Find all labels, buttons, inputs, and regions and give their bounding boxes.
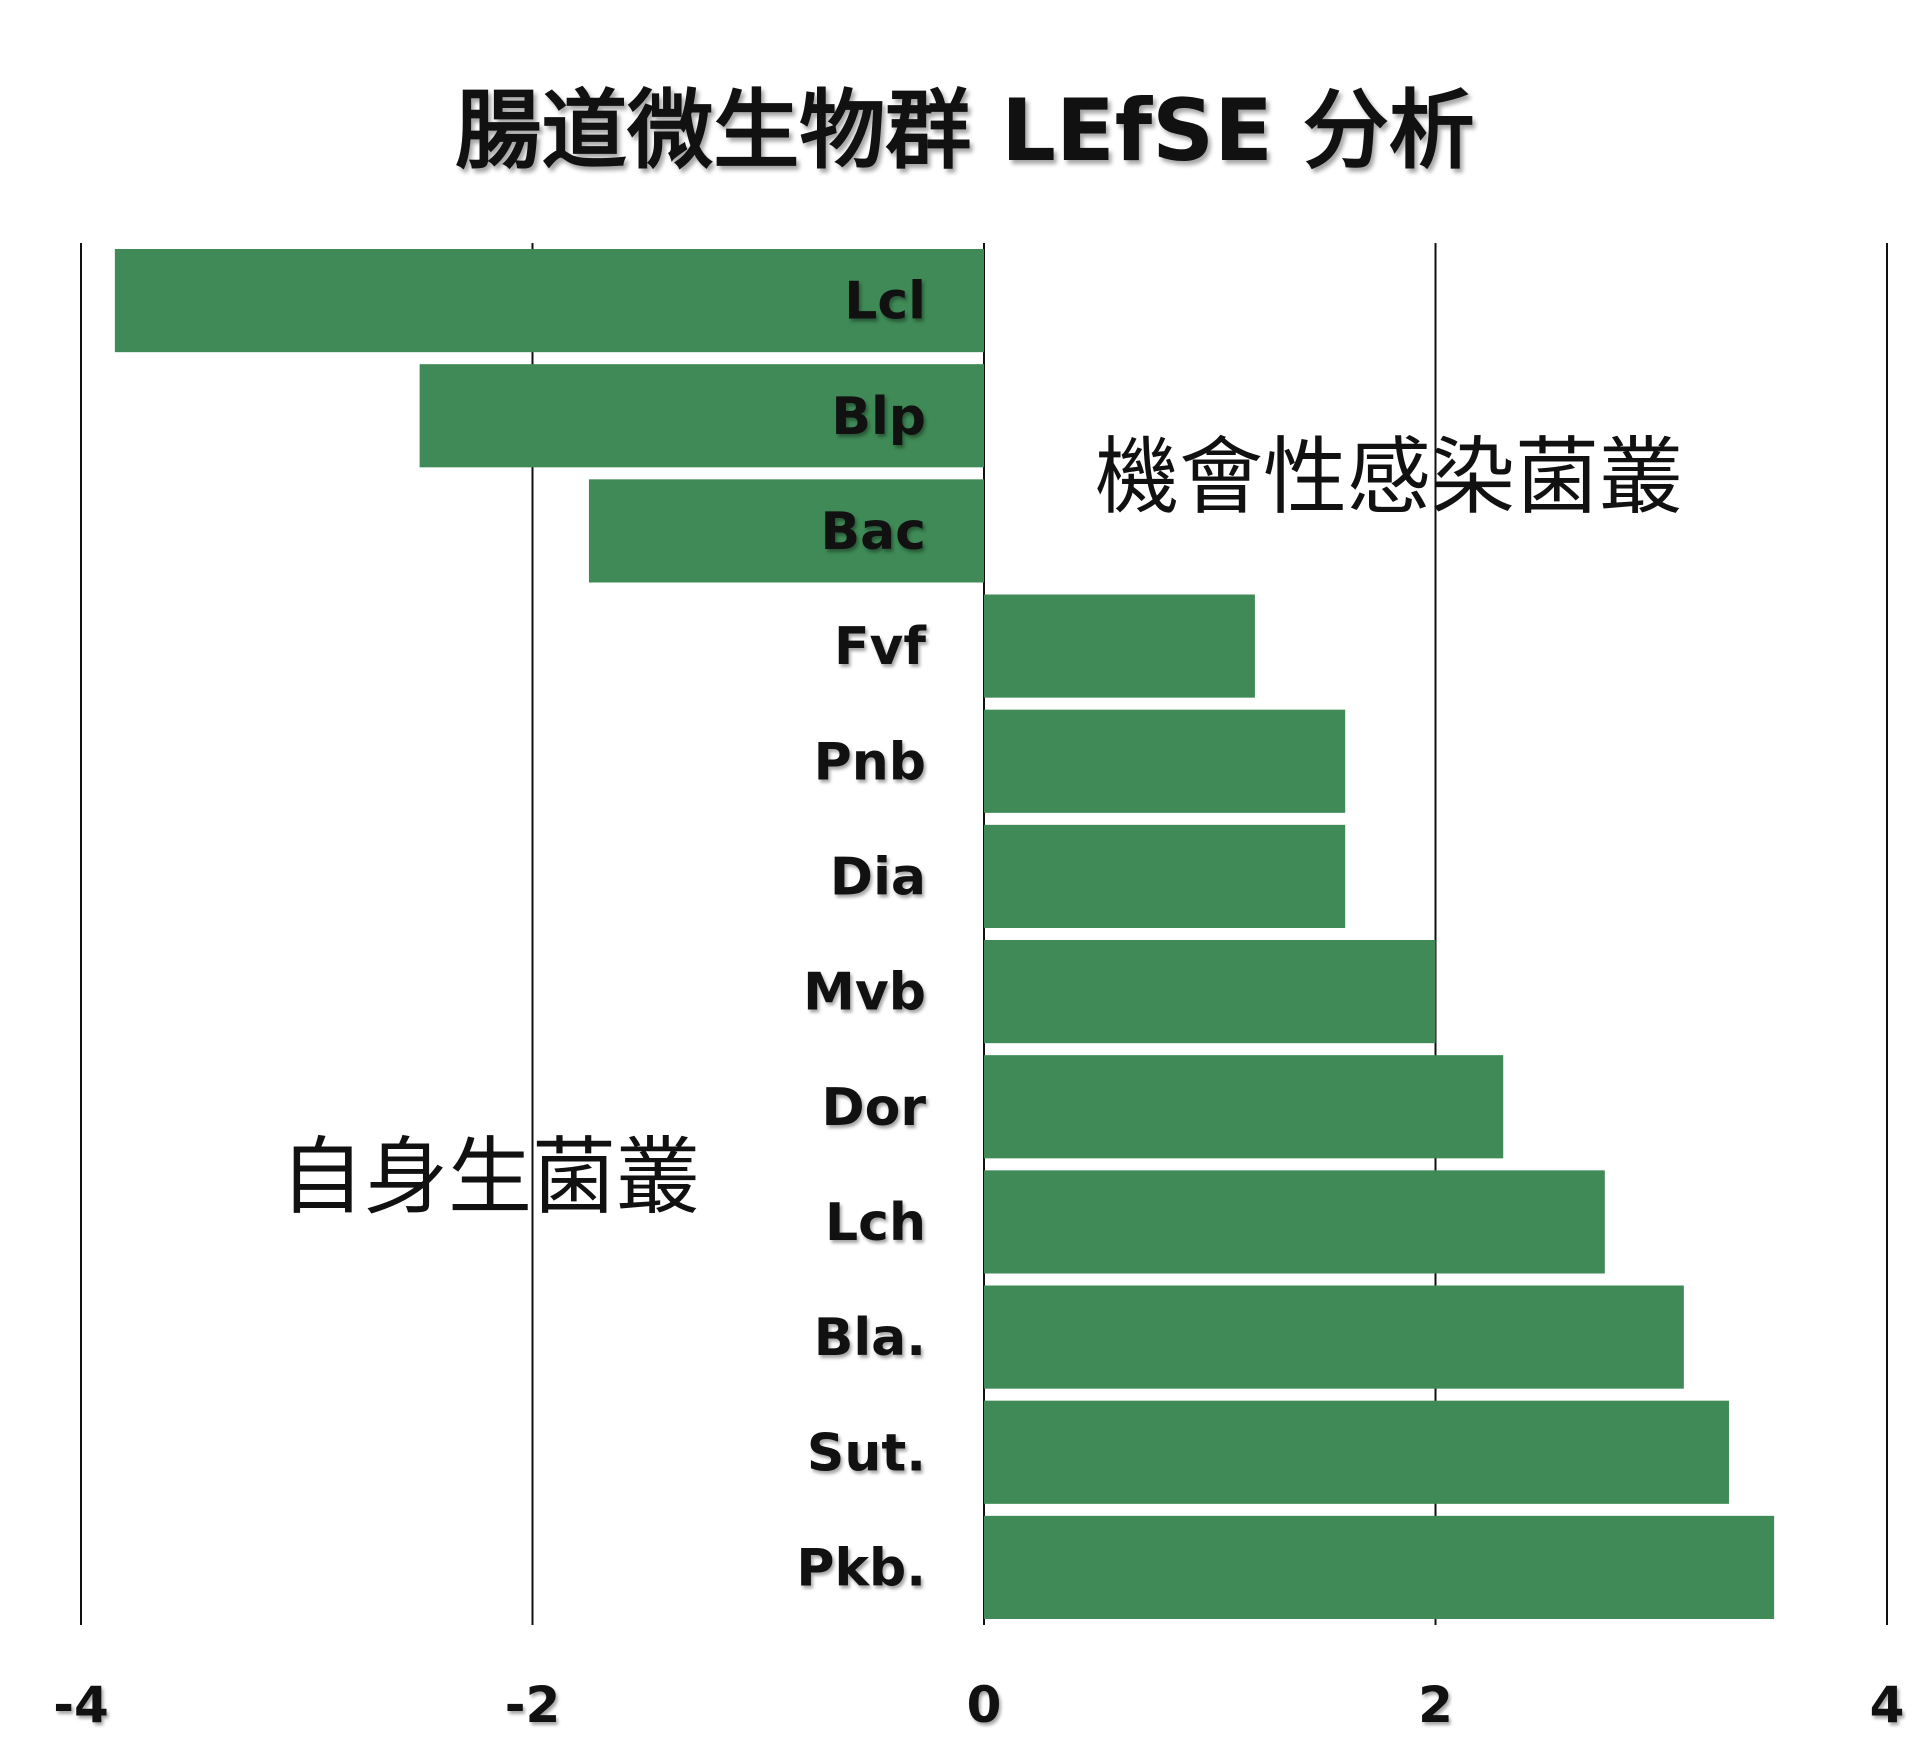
tick-labels: -4 -2 0 2 4 [53, 1676, 1904, 1734]
bar-dor [984, 1055, 1504, 1159]
bar-lch [984, 1170, 1605, 1274]
x-tick-label: 4 [1870, 1676, 1905, 1734]
bar-pkb [984, 1515, 1775, 1619]
category-label: Dia [830, 847, 926, 907]
category-label: Lcl [844, 272, 926, 332]
bar-bac [588, 479, 984, 583]
bar-lcl [114, 249, 985, 353]
bar-bla [984, 1285, 1684, 1389]
x-tick-label: -2 [505, 1676, 561, 1734]
category-label: Pnb [814, 732, 926, 792]
chart-title: 腸道微生物群 LEfSE 分析 [455, 81, 1475, 181]
category-labels: Lcl Blp Bac Fvf Pnb Dia Mvb Dor Lch Bla. Sut. Pkb. [796, 272, 927, 1599]
category-label: Mvb [803, 963, 926, 1023]
bar-blp [419, 364, 984, 468]
bar-dia [984, 824, 1346, 928]
category-label: Sut. [807, 1423, 926, 1483]
category-label: Pkb. [796, 1538, 926, 1598]
annotation-commensal: 自身生菌叢 [280, 1128, 701, 1226]
x-tick-label: 0 [967, 1676, 1002, 1734]
annotation-opportunistic: 機會性感染菌叢 [1095, 428, 1684, 526]
bar-pnb [984, 709, 1346, 813]
bars [114, 249, 1775, 1619]
category-label: Bac [820, 502, 926, 562]
bar-sut [984, 1400, 1729, 1504]
bar-fvf [984, 594, 1255, 698]
bar-mvb [984, 940, 1436, 1044]
x-tick-label: 2 [1418, 1676, 1453, 1734]
category-label: Lch [825, 1193, 926, 1253]
gridlines [80, 243, 1888, 1625]
category-label: Fvf [834, 617, 927, 677]
category-label: Bla. [814, 1308, 926, 1368]
category-label: Blp [831, 387, 926, 447]
x-tick-label: -4 [53, 1676, 109, 1734]
category-label: Dor [821, 1078, 926, 1138]
